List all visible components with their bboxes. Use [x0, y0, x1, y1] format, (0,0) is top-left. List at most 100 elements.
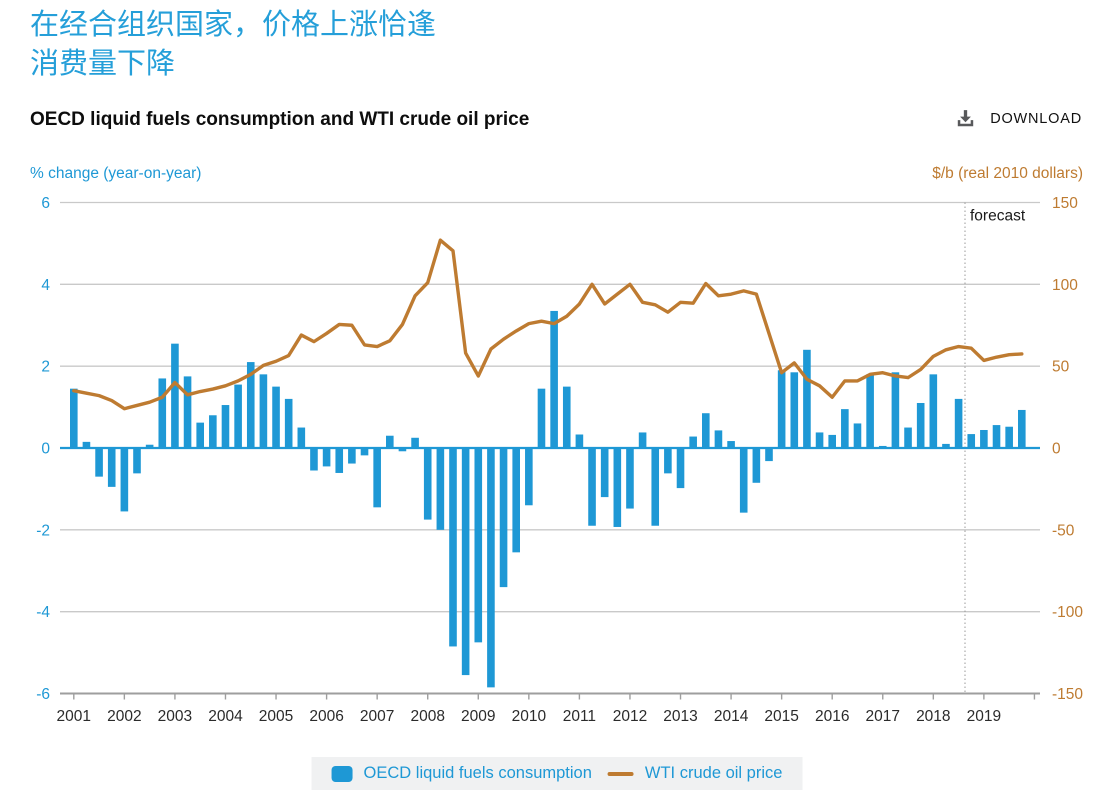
year-label: 2006 — [309, 708, 343, 725]
bar — [133, 448, 141, 474]
left-axis-caption: % change (year-on-year) — [30, 165, 202, 182]
left-tick-label: 2 — [41, 359, 50, 376]
bar — [120, 448, 129, 512]
bar — [272, 386, 280, 448]
bar — [158, 378, 167, 448]
bar — [171, 343, 179, 448]
bar — [1005, 426, 1013, 448]
bar — [322, 448, 331, 467]
year-labels: 2001 2002 2003 2004 2005 2006 2007 2008 2009 2010… — [57, 708, 1002, 725]
bar — [752, 448, 761, 483]
year-label: 2012 — [613, 708, 647, 725]
bar — [942, 443, 950, 448]
bar — [828, 434, 836, 448]
year-label: 2018 — [916, 708, 950, 725]
bar — [891, 372, 900, 448]
bar — [386, 435, 394, 448]
right-tick-label: -100 — [1052, 604, 1083, 621]
bar — [70, 388, 78, 448]
bar — [525, 448, 533, 506]
bar — [82, 441, 91, 448]
bar — [284, 398, 293, 448]
bar — [739, 448, 748, 513]
year-label: 2003 — [158, 708, 192, 725]
bar — [398, 448, 407, 452]
bar — [411, 437, 419, 448]
legend: OECD liquid fuels consumption WTI crude … — [311, 757, 803, 790]
left-tick-label: 0 — [41, 441, 50, 458]
bar — [1018, 409, 1026, 448]
year-label: 2004 — [208, 708, 243, 725]
bar — [853, 423, 862, 448]
year-label: 2014 — [714, 708, 749, 725]
bar — [689, 436, 697, 448]
bar — [550, 310, 558, 448]
year-label: 2007 — [360, 708, 394, 725]
bar — [841, 409, 849, 448]
left-tick-label: -4 — [36, 604, 50, 621]
bar — [297, 427, 306, 448]
bar — [727, 441, 735, 448]
year-label: 2009 — [461, 708, 495, 725]
right-tick-label: -150 — [1052, 686, 1083, 703]
bar — [335, 448, 344, 473]
bar — [461, 448, 470, 676]
bar — [954, 398, 963, 448]
bar — [499, 448, 508, 588]
bar — [423, 448, 432, 520]
bar — [474, 448, 483, 643]
year-label: 2011 — [563, 708, 596, 725]
bar — [373, 448, 381, 508]
gridlines — [60, 201, 1040, 613]
download-button[interactable]: DOWNLOAD — [953, 106, 1082, 131]
bar — [676, 448, 685, 489]
bar — [487, 448, 495, 688]
x-axis — [60, 692, 1040, 700]
bar — [95, 448, 103, 477]
chart-title: OECD liquid fuels consumption and WTI cr… — [30, 109, 530, 130]
right-tick-label: -50 — [1052, 522, 1075, 539]
bar — [777, 370, 786, 448]
bar — [866, 374, 874, 448]
bar — [246, 362, 255, 448]
bar — [803, 349, 811, 448]
bar — [714, 430, 723, 448]
bar — [512, 448, 520, 553]
bar — [575, 434, 584, 448]
bar — [145, 444, 154, 448]
year-label: 2019 — [967, 708, 1001, 725]
bar — [436, 448, 445, 530]
year-label: 2015 — [764, 708, 798, 725]
download-label: DOWNLOAD — [990, 110, 1082, 127]
bar-series — [70, 310, 1026, 688]
bar — [664, 448, 672, 474]
page-heading-chinese: 在经合组织国家，价格上涨恰逢 消费量下降 — [30, 6, 436, 84]
bar — [980, 429, 988, 448]
bar — [992, 425, 1001, 448]
bar — [209, 415, 217, 448]
right-tick-label: 0 — [1052, 441, 1061, 458]
bar — [221, 405, 230, 448]
right-tick-label: 150 — [1052, 195, 1078, 212]
bar — [588, 448, 596, 526]
right-tick-label: 100 — [1052, 277, 1078, 294]
bar — [600, 448, 609, 498]
left-tick-label: 6 — [41, 195, 50, 212]
legend-label-wti: WTI crude oil price — [644, 764, 783, 782]
bar — [449, 448, 457, 647]
year-label: 2010 — [512, 708, 547, 725]
bar — [613, 448, 622, 527]
bar — [234, 384, 242, 448]
bar — [196, 422, 204, 448]
wti-price-line — [72, 238, 1024, 411]
heading-line-1: 在经合组织国家，价格上涨恰逢 — [30, 9, 437, 41]
legend-swatch-consumption-icon — [331, 765, 353, 782]
bar — [651, 448, 660, 526]
bar — [310, 448, 318, 471]
bar — [929, 374, 938, 448]
year-label: 2005 — [259, 708, 293, 725]
bar — [638, 432, 647, 448]
bar — [904, 427, 912, 448]
right-axis-labels: 150 100 50 0 -50 -100 -150 — [1052, 195, 1083, 703]
